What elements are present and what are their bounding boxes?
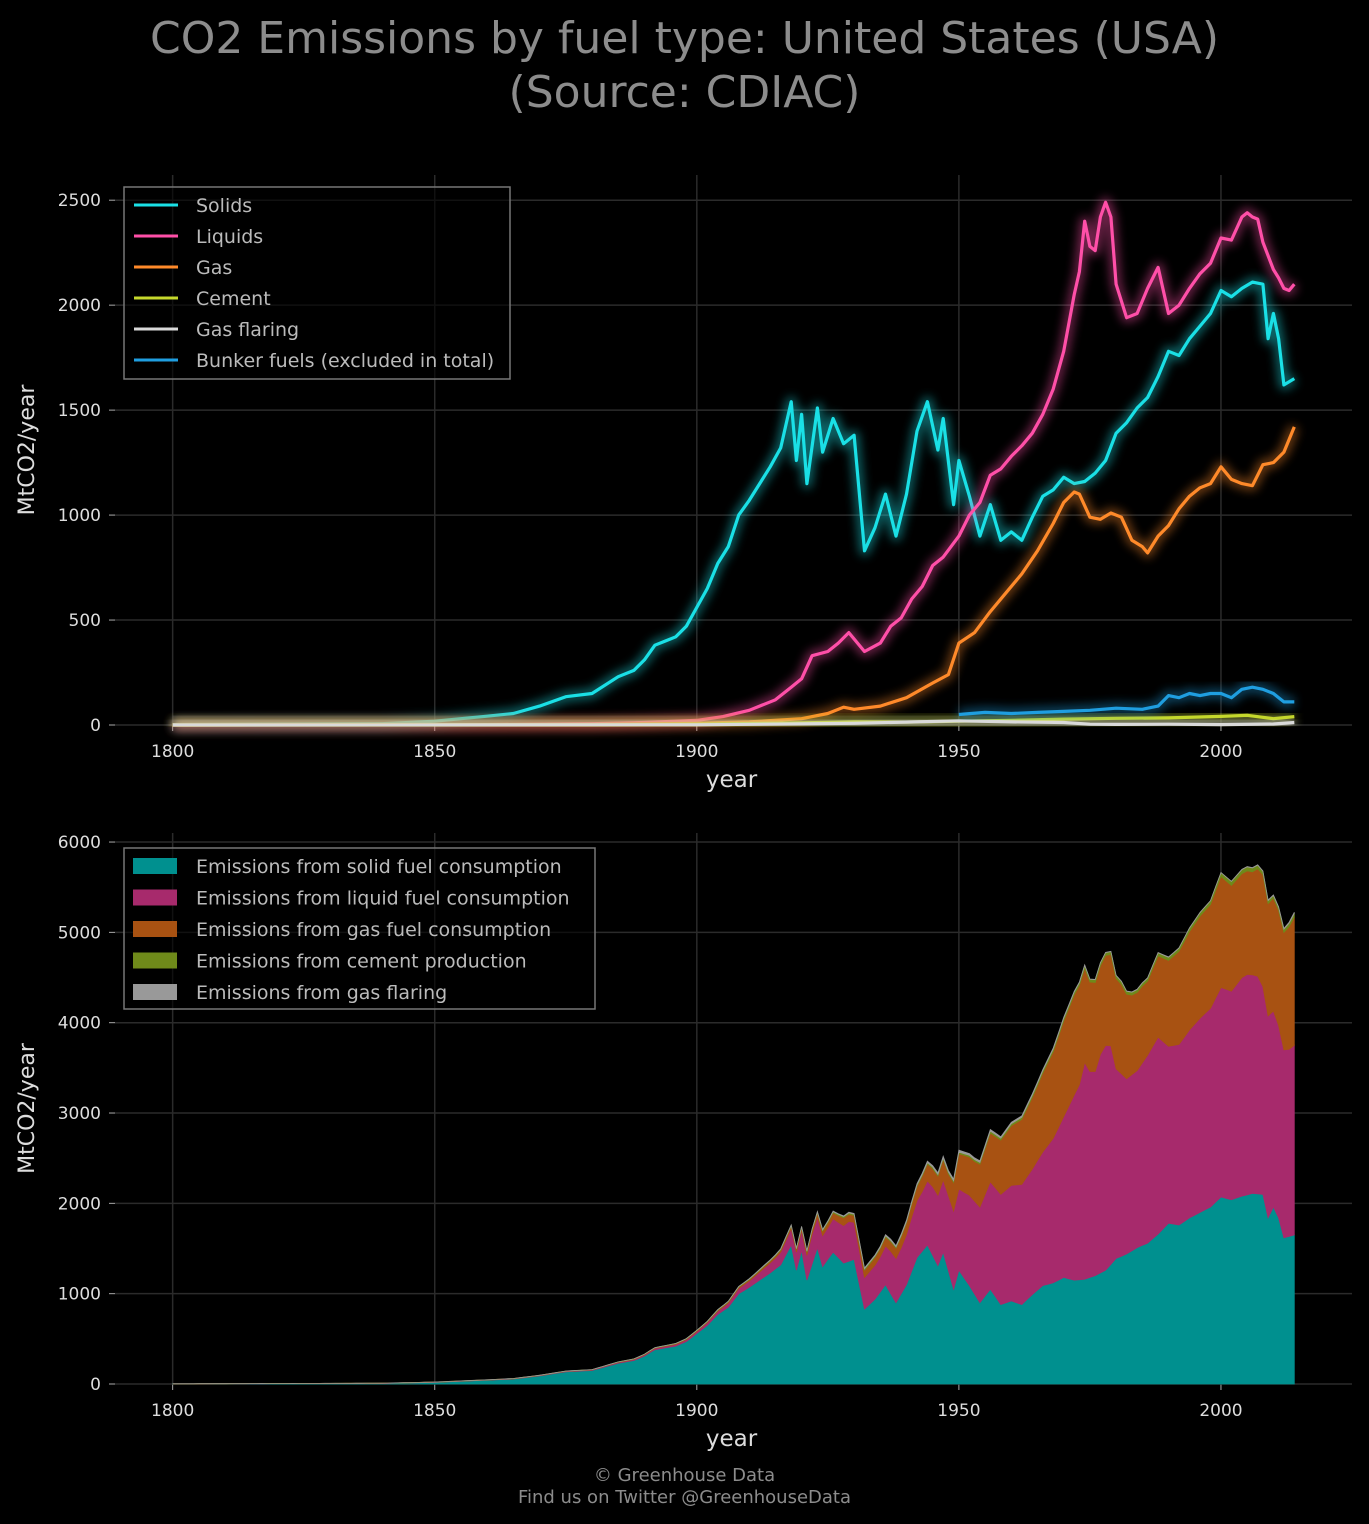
legend: Solids Liquids Gas Cement Gas flaring Bunker … [123, 186, 511, 380]
y-tick-label: 2500 [58, 191, 101, 211]
bottom-area-chart: 1800 1850 1900 1950 2000 0 1000 2000 3000 4000 500… [15, 833, 1352, 1452]
y-tick-label: 500 [69, 611, 101, 631]
y-tick-label: 4000 [58, 1014, 101, 1034]
legend-label-bunker-fuels-excluded-in-total: Bunker fuels (excluded in total) [196, 350, 494, 372]
y-tick-label: 5000 [58, 923, 101, 943]
x-tick-label: 1850 [413, 742, 456, 762]
series-group [172, 197, 1299, 730]
series-glow-gas [172, 424, 1299, 730]
top-line-chart: 1800 1850 1900 1950 2000 0 500 1000 1500 2000 2500… [15, 175, 1352, 793]
chart-title-line1: CO2 Emissions by fuel type: United State… [149, 13, 1220, 64]
legend-box [123, 186, 511, 380]
y-tick-label: 1000 [58, 1285, 101, 1305]
footer-copyright: © Greenhouse Data [593, 1465, 776, 1486]
x-tick-label: 1850 [413, 1401, 456, 1421]
x-tick-label: 2000 [1199, 742, 1242, 762]
legend-label-gas: Gas [196, 257, 232, 279]
series-line-solids [172, 280, 1296, 727]
area-emissions-from-gas-flaring [172, 864, 1295, 1385]
series-line-gas-flaring [172, 719, 1295, 727]
legend-box [123, 847, 596, 1010]
series-line-gas [172, 426, 1296, 727]
x-axis-label: year [706, 767, 758, 793]
x-tick-label: 1800 [151, 1401, 194, 1421]
legend-swatch-emissions-from-gas-flaring [133, 984, 177, 1000]
legend-label-emissions-from-gas-fuel-consumption: Emissions from gas fuel consumption [196, 919, 551, 941]
series-line-liquids [172, 200, 1296, 727]
y-tick-label: 1500 [58, 401, 101, 421]
legend: Emissions from solid fuel consumption Emi… [123, 847, 596, 1010]
legend-label-solids: Solids [196, 195, 252, 217]
y-tick-label: 6000 [58, 833, 101, 853]
x-tick-label: 2000 [1199, 1401, 1242, 1421]
y-tick-label: 3000 [58, 1104, 101, 1124]
series-line-bunker-fuels-excluded-in-total [958, 685, 1295, 717]
y-tick-label: 0 [90, 716, 101, 736]
footer-twitter: Find us on Twitter @GreenhouseData [517, 1487, 852, 1508]
y-tick-label: 0 [90, 1375, 101, 1395]
legend-label-emissions-from-cement-production: Emissions from cement production [196, 951, 527, 973]
legend-swatch-emissions-from-gas-fuel-consumption [133, 921, 177, 937]
x-tick-label: 1950 [937, 742, 980, 762]
legend-label-cement: Cement [196, 288, 271, 310]
x-tick-label: 1900 [675, 1401, 718, 1421]
y-tick-label: 1000 [58, 506, 101, 526]
legend-label-emissions-from-liquid-fuel-consumption: Emissions from liquid fuel consumption [196, 888, 570, 910]
x-tick-label: 1950 [937, 1401, 980, 1421]
legend-swatch-emissions-from-cement-production [133, 952, 177, 969]
legend-label-emissions-from-solid-fuel-consumption: Emissions from solid fuel consumption [196, 856, 562, 878]
x-tick-label: 1900 [675, 742, 718, 762]
chart-title-line2: (Source: CDIAC) [508, 67, 861, 118]
series-group [172, 864, 1295, 1385]
legend-label-liquids: Liquids [196, 226, 263, 248]
y-axis-label: MtCO2/year [15, 1042, 40, 1174]
legend-label-emissions-from-gas-flaring: Emissions from gas flaring [196, 982, 447, 1004]
y-axis-label: MtCO2/year [15, 384, 40, 516]
y-tick-label: 2000 [58, 296, 101, 316]
legend-swatch-emissions-from-liquid-fuel-consumption [133, 889, 177, 906]
series-glow-bunker-fuels-excluded-in-total [958, 682, 1295, 720]
y-tick-label: 2000 [58, 1194, 101, 1214]
legend-swatch-emissions-from-solid-fuel-consumption [133, 858, 177, 874]
x-axis-label: year [706, 1426, 758, 1452]
legend-label-gas-flaring: Gas flaring [196, 319, 299, 341]
x-tick-label: 1800 [151, 742, 194, 762]
